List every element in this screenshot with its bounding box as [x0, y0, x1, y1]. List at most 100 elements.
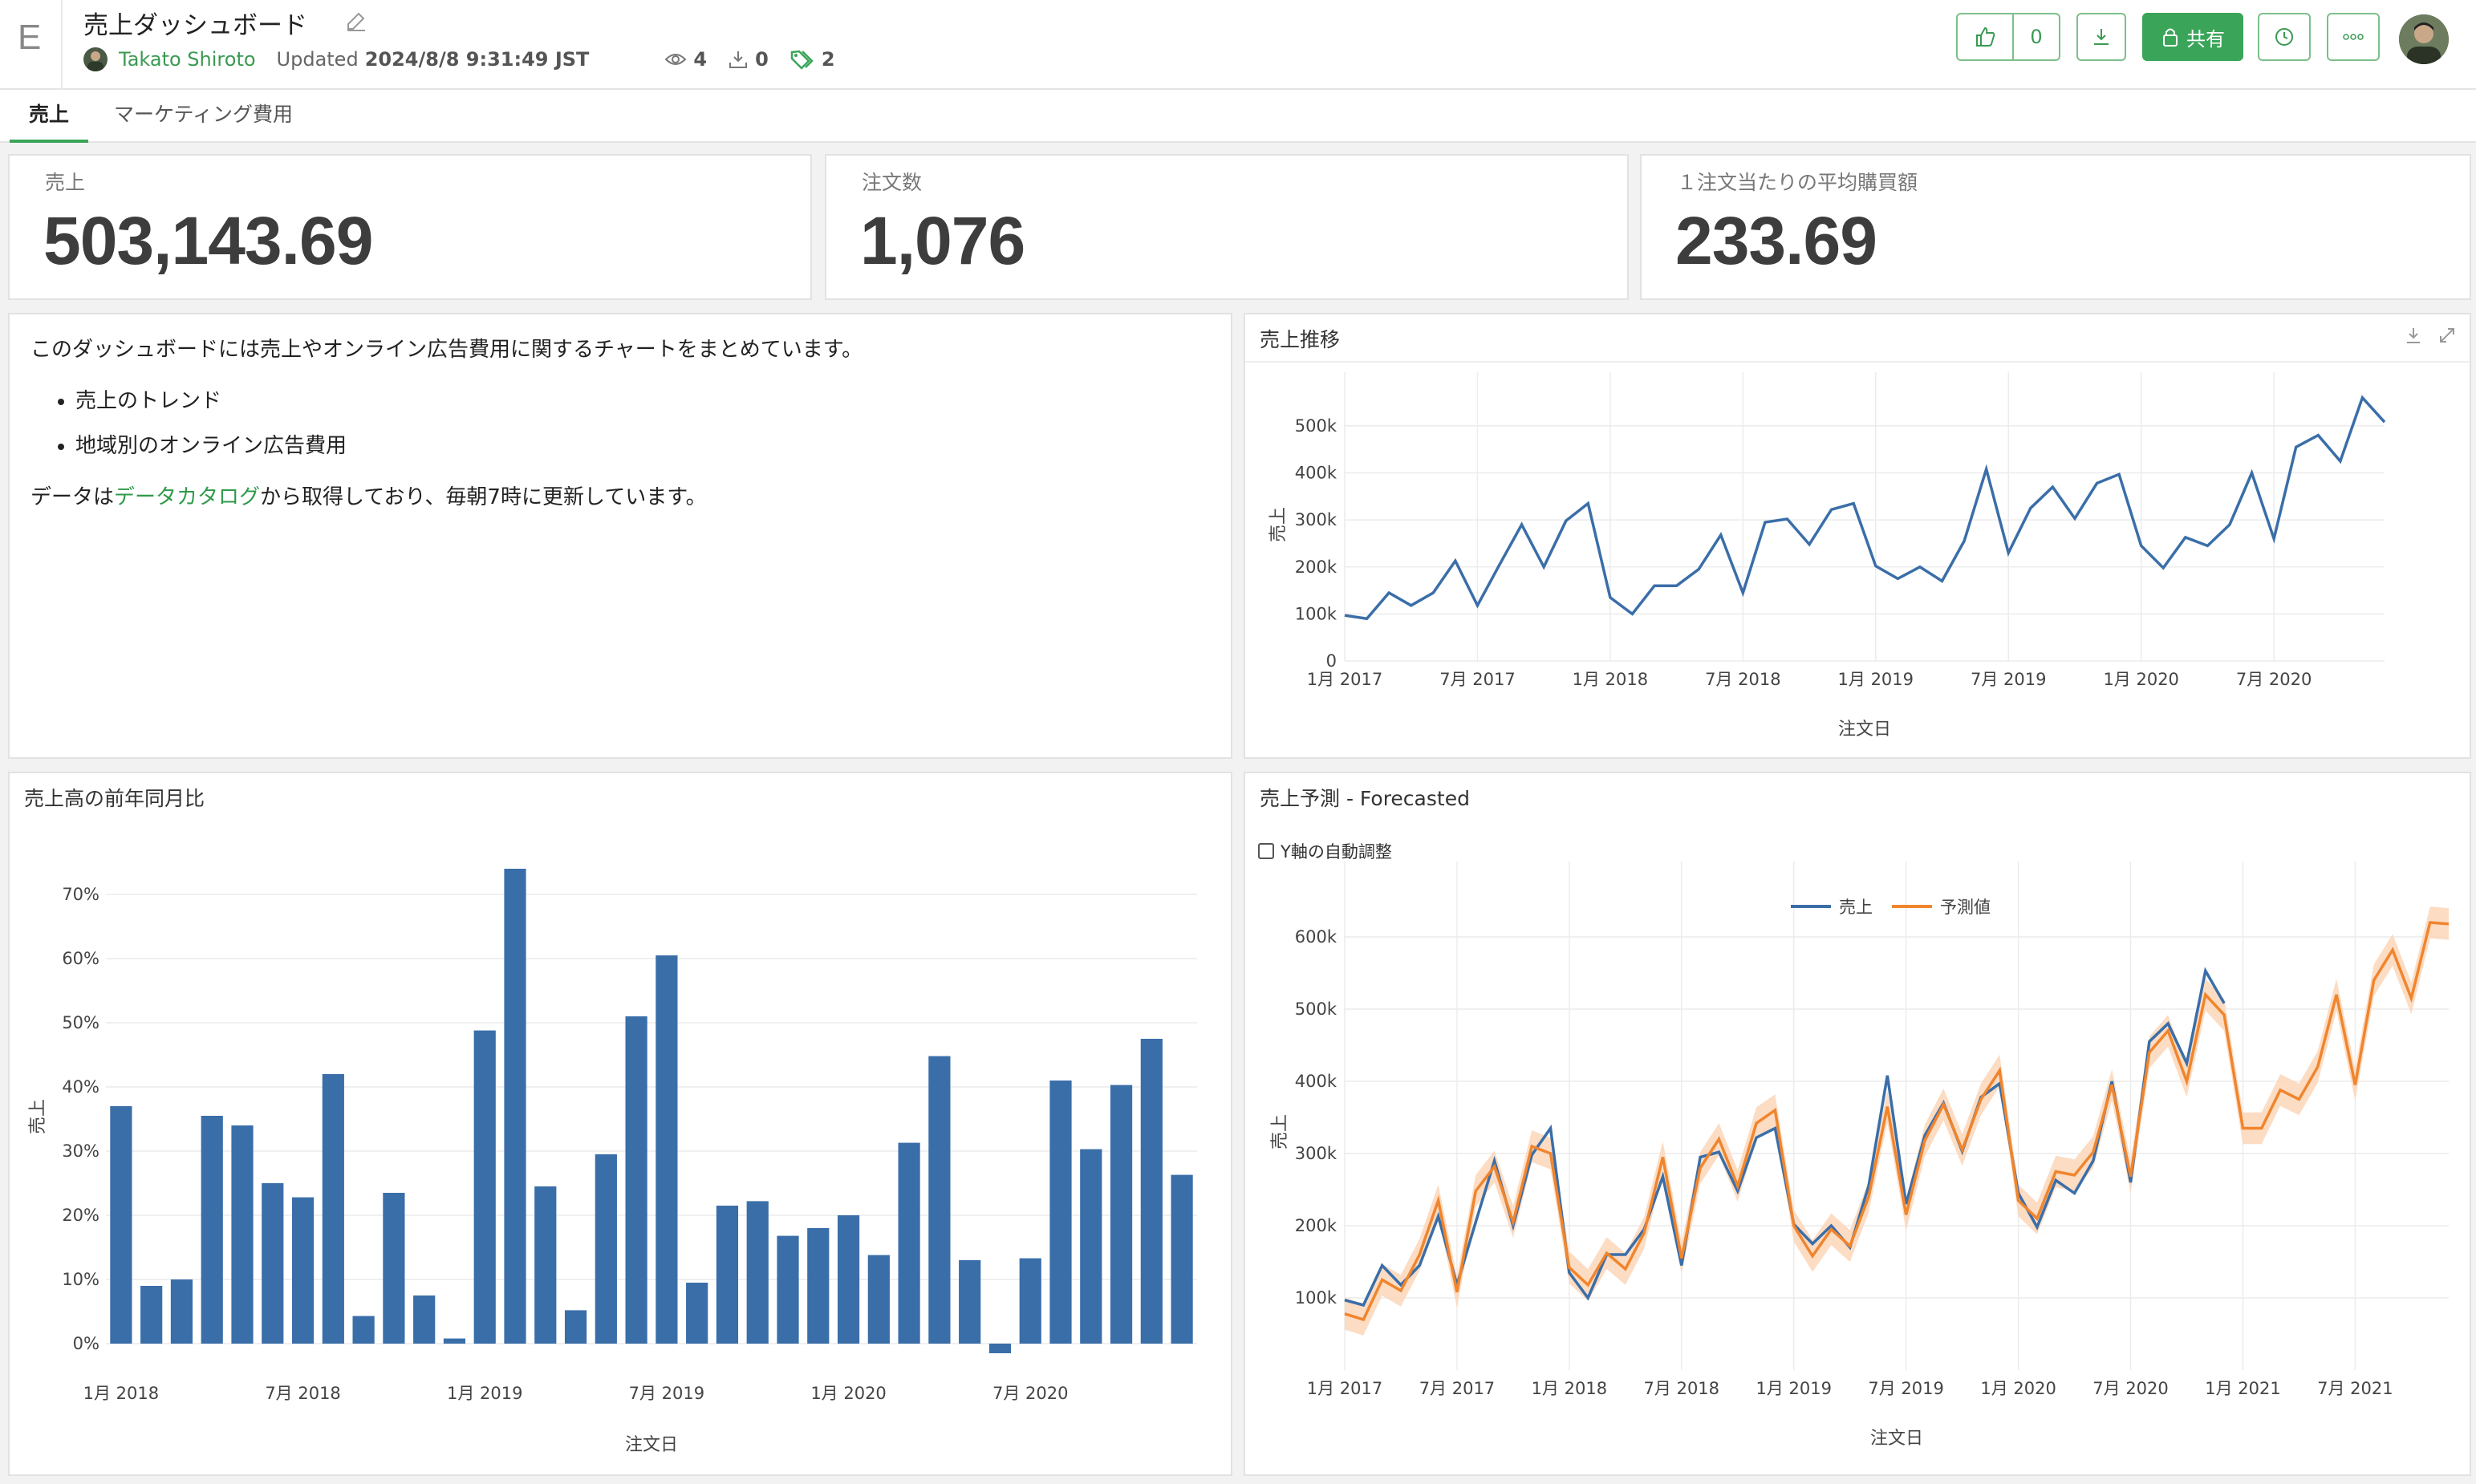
x-axis-title: 注文日	[625, 1435, 678, 1455]
tab-marketing-cost[interactable]: マーケティング費用	[114, 103, 294, 126]
y-tick-label: 200k	[1295, 1216, 1337, 1235]
bar	[322, 1074, 344, 1344]
like-count-button[interactable]: 0	[2012, 13, 2060, 61]
bar	[140, 1286, 163, 1344]
bar	[1110, 1085, 1133, 1344]
yoy-bar-chart: 0% 10% 20% 30% 40% 50% 60% 70% 1月 2018 7月 2018 1月 …	[28, 869, 1197, 1455]
bar	[352, 1316, 375, 1344]
edit-title-icon[interactable]	[343, 8, 369, 34]
bar	[928, 1056, 951, 1344]
bar	[201, 1116, 223, 1344]
x-tick-label: 1月 2020	[810, 1384, 886, 1403]
x-tick-label: 7月 2018	[265, 1384, 340, 1403]
bar	[807, 1228, 830, 1344]
download-button[interactable]	[2076, 13, 2126, 61]
sales-trend-card: 売上推移 0 100k 200k 300k 400k 500k 1月 2017 7月 2017…	[1244, 313, 2471, 759]
author-avatar	[83, 47, 108, 71]
clock-icon	[2275, 28, 2293, 46]
tag-icon	[790, 50, 814, 70]
bar	[595, 1154, 617, 1344]
dashboard-tabs: 売上 マーケティング費用	[0, 90, 2476, 143]
legend-label-forecast: 予測値	[1940, 898, 1991, 917]
bar	[534, 1186, 557, 1344]
y-tick-label: 400k	[1295, 464, 1337, 483]
bar	[170, 1279, 193, 1344]
bar	[1049, 1081, 1072, 1344]
tags-stat[interactable]: 2	[789, 48, 835, 71]
series-line-forecast	[1344, 921, 2450, 1322]
kpi-card-sales: 売上 503,143.69	[8, 154, 812, 300]
y-tick-label: 200k	[1295, 558, 1337, 577]
chart-title: 売上高の前年同月比	[24, 787, 205, 810]
updated-timestamp: 2024/8/8 9:31:49 JST	[364, 48, 590, 71]
lock-icon	[2163, 28, 2178, 47]
tags-count: 2	[821, 48, 835, 71]
app-logo[interactable]: E	[18, 18, 42, 57]
description-bullets: 売上のトレンド 地域別のオンライン広告費用	[75, 379, 863, 468]
y-tick-label: 0	[1326, 651, 1337, 671]
downloads-stat: 0	[728, 48, 769, 71]
bar	[1140, 1039, 1163, 1344]
forecast-uncertainty-band	[1345, 906, 2449, 1336]
bar	[686, 1283, 708, 1344]
chart-expand-icon[interactable]	[2437, 326, 2457, 345]
kpi-card-orders: 注文数 1,076	[825, 154, 1629, 300]
description-outro: データはデータカタログから取得しており、毎朝7時に更新しています。	[30, 480, 863, 515]
bar	[110, 1106, 132, 1344]
description-card: このダッシュボードには売上やオンライン広告費用に関するチャートをまとめています。…	[8, 313, 1232, 759]
x-tick-label: 1月 2017	[1307, 1379, 1382, 1398]
y-tick-label: 10%	[62, 1270, 99, 1289]
eye-icon	[664, 54, 687, 65]
kpi-label: 注文数	[862, 171, 923, 194]
description-text: このダッシュボードには売上やオンライン広告費用に関するチャートをまとめています。…	[30, 332, 863, 515]
share-button[interactable]: 共有	[2142, 13, 2243, 61]
download-icon	[2094, 29, 2109, 45]
chart-download-icon[interactable]	[2404, 326, 2423, 345]
bar	[1171, 1174, 1193, 1344]
data-catalog-link[interactable]: データカタログ	[114, 485, 261, 509]
updated-label: Updated	[276, 48, 359, 71]
x-tick-label: 1月 2018	[1532, 1379, 1607, 1398]
bullet-item: 売上のトレンド	[75, 379, 863, 424]
x-tick-label: 1月 2018	[1573, 670, 1648, 689]
tab-sales[interactable]: 売上	[10, 101, 89, 143]
share-label: 共有	[2186, 27, 2225, 51]
bar	[959, 1260, 981, 1344]
bar	[413, 1295, 436, 1344]
y-axis-title: 売上	[28, 1099, 48, 1134]
y-tick-label: 70%	[62, 885, 99, 904]
author-name-link[interactable]: Takato Shiroto	[119, 48, 256, 71]
y-tick-label: 100k	[1295, 604, 1337, 623]
x-tick-label: 1月 2020	[1980, 1379, 2056, 1398]
x-tick-label: 7月 2020	[992, 1384, 1068, 1403]
x-tick-label: 7月 2019	[629, 1384, 704, 1403]
dashboard-meta: Takato Shiroto Updated 2024/8/8 9:31:49 …	[83, 45, 856, 74]
bar	[777, 1235, 799, 1344]
x-tick-label: 1月 2020	[2103, 670, 2178, 689]
x-tick-label: 7月 2017	[1439, 670, 1515, 689]
auto-scale-option: Y軸の自動調整	[1258, 839, 1392, 863]
like-button[interactable]	[1956, 13, 2014, 61]
x-tick-label: 1月 2019	[447, 1384, 522, 1403]
kpi-value: 233.69	[1675, 203, 1877, 278]
bar	[291, 1197, 315, 1344]
description-intro: このダッシュボードには売上やオンライン広告費用に関するチャートをまとめています。	[30, 338, 863, 362]
user-avatar[interactable]	[2399, 14, 2449, 64]
yoy-card: 売上高の前年同月比 0% 10% 20% 30% 40% 50% 60% 70% 1月 2018…	[8, 772, 1232, 1476]
bar	[473, 1030, 496, 1344]
auto-scale-checkbox[interactable]	[1258, 843, 1274, 859]
y-tick-label: 600k	[1295, 927, 1337, 947]
y-axis-title: 売上	[1268, 507, 1289, 542]
download-count-icon	[729, 51, 748, 68]
x-tick-label: 7月 2019	[1868, 1379, 1943, 1398]
chart-title: 売上予測 - Forecasted	[1260, 787, 1470, 810]
y-tick-label: 0%	[73, 1334, 99, 1353]
y-tick-label: 500k	[1295, 999, 1337, 1019]
forecast-line-chart: 100k 200k 300k 400k 500k 600k 1月 2017 7月 2017 1月…	[1270, 862, 2450, 1449]
bar	[988, 1344, 1012, 1353]
history-button[interactable]	[2258, 13, 2311, 61]
more-options-button[interactable]	[2327, 13, 2380, 61]
bar	[746, 1201, 769, 1344]
bar	[867, 1255, 890, 1344]
bar	[564, 1310, 587, 1344]
